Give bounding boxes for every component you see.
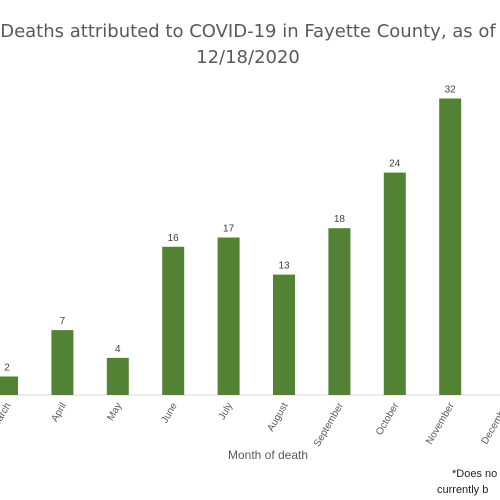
footnote-line-1: *Does no [452, 468, 497, 480]
data-label-june: 16 [168, 233, 180, 244]
x-axis-title: Month of death [228, 448, 308, 462]
data-label-october: 24 [389, 159, 401, 170]
x-tick-label-november: November [424, 400, 457, 446]
bar-november [439, 98, 462, 395]
data-label-september: 18 [334, 214, 346, 225]
bar-march [0, 376, 18, 395]
data-label-november: 32 [445, 85, 457, 96]
x-tick-label-december: December [480, 400, 500, 446]
data-label-august: 13 [278, 261, 290, 272]
footnote-line-2: currently b [437, 484, 488, 496]
data-label-march: 2 [4, 363, 10, 374]
bar-october [383, 172, 406, 395]
x-tick-label-march: March [0, 401, 14, 431]
bar-may [106, 357, 129, 395]
x-tick-labels-group: March April May June July August September Octo… [0, 400, 500, 448]
bar-april [51, 330, 74, 395]
x-tick-label-june: June [159, 401, 180, 426]
bar-july [217, 237, 240, 395]
chart-title-line-1: Deaths attributed to COVID-19 in Fayette… [0, 21, 496, 42]
bars-group [0, 98, 462, 395]
data-label-april: 7 [60, 316, 66, 327]
x-tick-label-may: May [105, 401, 124, 423]
chart-title-line-2: 12/18/2020 [196, 47, 300, 68]
x-tick-label-october: October [374, 400, 402, 437]
data-label-july: 17 [223, 224, 235, 235]
x-tick-label-august: August [266, 401, 291, 434]
bar-june [162, 246, 185, 395]
data-label-may: 4 [115, 344, 121, 355]
bar-september [328, 228, 351, 395]
x-tick-label-july: July [217, 401, 235, 422]
x-tick-label-april: April [49, 401, 69, 424]
x-tick-label-september: September [312, 400, 346, 448]
data-labels-group: 2 7 4 16 17 13 18 24 32 [4, 85, 456, 374]
bar-august [273, 274, 295, 395]
